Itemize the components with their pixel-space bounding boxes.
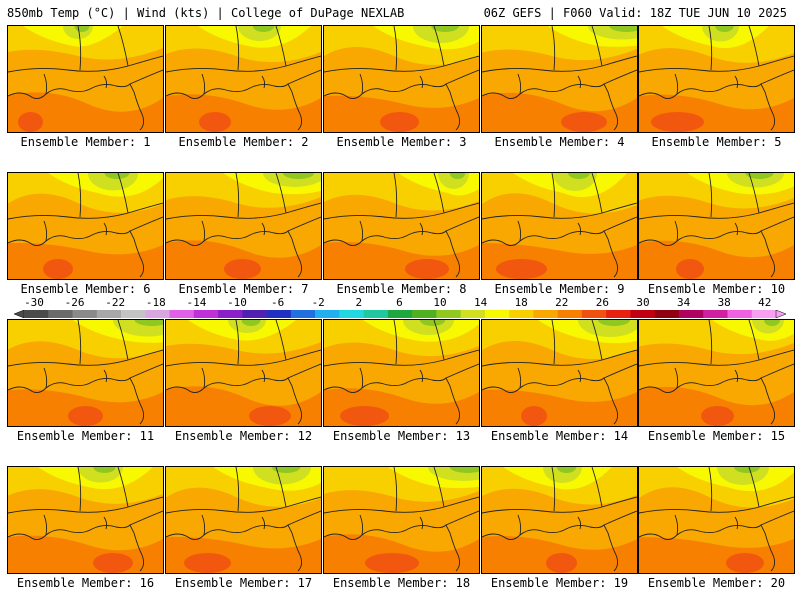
ensemble-member-map: [165, 319, 322, 427]
ensemble-member-map: [481, 172, 638, 280]
colorbar-swatch: [460, 310, 486, 318]
colorbar-swatch: [24, 310, 49, 318]
colorbar-swatch: [606, 310, 631, 318]
ensemble-member-label: Ensemble Member: 15: [647, 429, 786, 443]
colorbar-swatch: [533, 310, 558, 318]
colorbar-tick-label: -22: [105, 296, 126, 309]
ensemble-member-label: Ensemble Member: 12: [174, 429, 313, 443]
colorbar-swatch: [412, 310, 437, 318]
colorbar-swatch: [484, 310, 510, 318]
ensemble-member-map: [323, 25, 480, 133]
ensemble-member-label: Ensemble Member: 2: [178, 135, 309, 149]
ensemble-member-label: Ensemble Member: 5: [651, 135, 782, 149]
colorbar-swatch: [96, 310, 122, 318]
ensemble-member-label: Ensemble Member: 19: [490, 576, 629, 590]
colorbar-tick-label: -14: [186, 296, 207, 309]
ensemble-member-map: [638, 172, 795, 280]
colorbar-swatch: [703, 310, 728, 318]
ensemble-member-map: [638, 466, 795, 574]
colorbar-swatch: [242, 310, 267, 318]
ensemble-member-map: [481, 319, 638, 427]
colorbar-end: [775, 310, 786, 318]
ensemble-member-label: Ensemble Member: 6: [20, 282, 151, 296]
colorbar-tick-label: 18: [514, 296, 528, 309]
ensemble-member-map: [323, 466, 480, 574]
ensemble-member-label: Ensemble Member: 14: [490, 429, 629, 443]
colorbar-tick-label: 38: [717, 296, 731, 309]
colorbar-end: [14, 310, 25, 318]
ensemble-member-label: Ensemble Member: 20: [647, 576, 786, 590]
colorbar-swatch: [266, 310, 292, 318]
colorbar-swatch: [290, 310, 316, 318]
ensemble-member-label: Ensemble Member: 17: [174, 576, 313, 590]
ensemble-member-map: [481, 25, 638, 133]
ensemble-member-label: Ensemble Member: 11: [16, 429, 155, 443]
colorbar-tick-label: -2: [311, 296, 325, 309]
ensemble-member-map: [165, 172, 322, 280]
colorbar-tick-label: 22: [555, 296, 569, 309]
colorbar-swatch: [630, 310, 656, 318]
ensemble-member-map: [638, 25, 795, 133]
colorbar-tick-label: 10: [433, 296, 447, 309]
run-valid-time: 06Z GEFS | F060 Valid: 18Z TUE JUN 10 20…: [483, 6, 787, 20]
ensemble-member-label: Ensemble Member: 9: [494, 282, 625, 296]
ensemble-member-map: [7, 319, 164, 427]
colorbar-swatch: [193, 310, 219, 318]
colorbar-tick-label: -10: [227, 296, 247, 309]
temperature-colorbar: [14, 310, 786, 318]
ensemble-member-label: Ensemble Member: 1: [20, 135, 151, 149]
ensemble-member-label: Ensemble Member: 13: [332, 429, 471, 443]
colorbar-swatch: [218, 310, 243, 318]
ensemble-member-label: Ensemble Member: 18: [332, 576, 471, 590]
colorbar-swatch: [363, 310, 389, 318]
colorbar-tick-label: 34: [676, 296, 691, 309]
colorbar-tick-label: -18: [145, 296, 166, 309]
colorbar-tick-label: -26: [64, 296, 85, 309]
colorbar-swatch: [121, 310, 146, 318]
colorbar-tick-label: 30: [636, 296, 650, 309]
ensemble-member-map: [165, 25, 322, 133]
colorbar-swatch: [48, 310, 73, 318]
colorbar-tick-label: 2: [355, 296, 363, 309]
ensemble-member-map: [323, 172, 480, 280]
ensemble-member-label: Ensemble Member: 16: [16, 576, 155, 590]
colorbar-swatch: [581, 310, 607, 318]
ensemble-member-label: Ensemble Member: 3: [336, 135, 467, 149]
colorbar-tick-label: 6: [396, 296, 403, 309]
ensemble-member-map: [7, 172, 164, 280]
colorbar-swatch: [678, 310, 704, 318]
colorbar-swatch: [509, 310, 534, 318]
colorbar-swatch: [339, 310, 364, 318]
chart-title: 850mb Temp (°C) | Wind (kts) | College o…: [7, 6, 405, 20]
colorbar-swatch: [436, 310, 461, 318]
ensemble-member-label: Ensemble Member: 4: [494, 135, 625, 149]
colorbar-tick-label: 14: [473, 296, 488, 309]
colorbar-tick-label: -6: [270, 296, 285, 309]
ensemble-member-label: Ensemble Member: 10: [647, 282, 786, 296]
colorbar-swatch: [751, 310, 777, 318]
ensemble-member-map: [7, 466, 164, 574]
colorbar-tick-label: -30: [24, 296, 44, 309]
ensemble-member-map: [7, 25, 164, 133]
colorbar-swatch: [727, 310, 753, 318]
colorbar-swatch: [72, 310, 98, 318]
colorbar-swatch: [387, 310, 413, 318]
colorbar-swatch: [169, 310, 195, 318]
colorbar-tick-label: 42: [758, 296, 772, 309]
ensemble-member-label: Ensemble Member: 7: [178, 282, 309, 296]
colorbar-swatch: [315, 310, 340, 318]
colorbar-swatch: [145, 310, 170, 318]
ensemble-member-map: [323, 319, 480, 427]
colorbar-swatch: [654, 310, 680, 318]
ensemble-member-map: [638, 319, 795, 427]
ensemble-member-label: Ensemble Member: 8: [336, 282, 467, 296]
colorbar-swatch: [557, 310, 583, 318]
colorbar-tick-label: 26: [595, 296, 610, 309]
ensemble-member-map: [481, 466, 638, 574]
ensemble-member-map: [165, 466, 322, 574]
